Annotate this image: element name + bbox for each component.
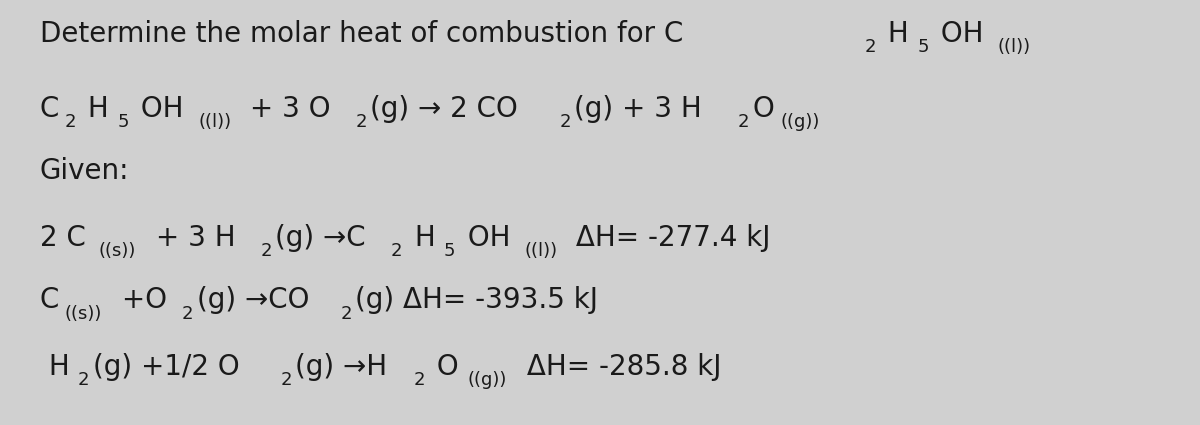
Text: ΔH= -277.4 kJ: ΔH= -277.4 kJ [568,224,770,252]
Text: O: O [428,353,458,381]
Text: 2: 2 [559,113,571,131]
Text: ((l)): ((l)) [198,113,232,131]
Text: + 3 H: + 3 H [146,224,235,252]
Text: O: O [752,95,774,123]
Text: 5: 5 [917,38,929,56]
Text: 2: 2 [260,242,271,260]
Text: (g) →H: (g) →H [295,353,388,381]
Text: ΔH= -285.8 kJ: ΔH= -285.8 kJ [518,353,721,381]
Text: (g) →CO: (g) →CO [197,286,308,314]
Text: 2: 2 [414,371,425,389]
Text: (g) ΔH= -393.5 kJ: (g) ΔH= -393.5 kJ [355,286,599,314]
Text: H: H [79,95,109,123]
Text: OH: OH [458,224,510,252]
Text: 2: 2 [355,113,367,131]
Text: ((l)): ((l)) [998,38,1031,56]
Text: C: C [40,95,59,123]
Text: Determine the molar heat of combustion for C: Determine the molar heat of combustion f… [40,20,683,48]
Text: H: H [880,20,908,48]
Text: OH: OH [932,20,984,48]
Text: 2: 2 [182,305,193,323]
Text: 2: 2 [864,38,876,56]
Text: (g) → 2 CO: (g) → 2 CO [370,95,518,123]
Text: ((g)): ((g)) [468,371,506,389]
Text: ((g)): ((g)) [780,113,820,131]
Text: 2: 2 [391,242,402,260]
Text: (g) + 3 H: (g) + 3 H [575,95,702,123]
Text: (g) →C: (g) →C [275,224,366,252]
Text: ((s)): ((s)) [98,242,136,260]
Text: 2 C: 2 C [40,224,85,252]
Text: 2: 2 [78,371,90,389]
Text: + 3 O: + 3 O [241,95,330,123]
Text: (g) +1/2 O: (g) +1/2 O [92,353,239,381]
Text: 5: 5 [118,113,130,131]
Text: ((s)): ((s)) [65,305,102,323]
Text: ((l)): ((l)) [524,242,558,260]
Text: H: H [406,224,436,252]
Text: 2: 2 [341,305,352,323]
Text: Given:: Given: [40,157,130,185]
Text: +O: +O [113,286,167,314]
Text: OH: OH [132,95,184,123]
Text: 2: 2 [65,113,77,131]
Text: H: H [40,353,70,381]
Text: 2: 2 [738,113,750,131]
Text: C: C [40,286,59,314]
Text: 2: 2 [281,371,292,389]
Text: 5: 5 [444,242,455,260]
